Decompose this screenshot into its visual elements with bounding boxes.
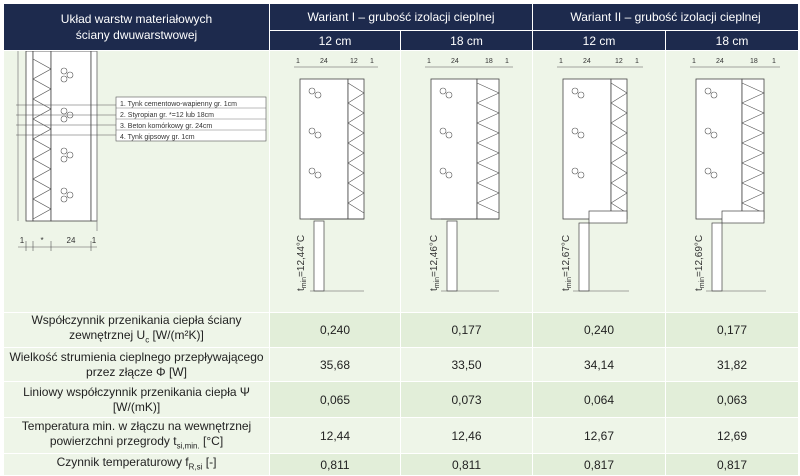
dimension-label: 1 bbox=[370, 58, 374, 65]
table-cell: 0,240 bbox=[532, 311, 667, 349]
variant2-header: Wariant II – grubość izolacji cieplnej bbox=[532, 3, 800, 31]
thickness-header: 12 cm bbox=[269, 30, 401, 51]
dimension-label: 18 bbox=[750, 58, 758, 65]
legend-item: 2. Styropian gr. *=12 lub 18cm bbox=[120, 112, 214, 119]
detail-drawing-cell: 1 24 12 1 tmin=12,44°C bbox=[269, 50, 401, 313]
row-label: Wielkość strumienia cieplnego przepływaj… bbox=[3, 347, 270, 383]
thickness-header: 18 cm bbox=[665, 30, 800, 51]
table-cell: 0,063 bbox=[665, 381, 800, 419]
table-cell: 0,177 bbox=[665, 311, 800, 349]
table-cell: 0,065 bbox=[269, 381, 401, 419]
layers-title-line1: Układ warstw materiałowych bbox=[60, 12, 213, 26]
dimension-label: 24 bbox=[716, 58, 724, 65]
table-row: Temperatura min. w złączu na wewnętrznej… bbox=[3, 417, 800, 455]
dimension-label: 1 bbox=[692, 58, 696, 65]
table-cell: 12,46 bbox=[399, 417, 534, 455]
dimension-label: 24 bbox=[320, 58, 328, 65]
min-temperature-label: tmin=12,46°C bbox=[429, 235, 441, 291]
dimension-label: 24 bbox=[583, 58, 591, 65]
thickness-header: 12 cm bbox=[532, 30, 667, 51]
row-label: Liniowy współczynnik przenikania ciepła … bbox=[3, 381, 270, 419]
row-label: Czynnik temperaturowy fR,si [-] bbox=[3, 453, 270, 476]
detail-drawing-3: 1 24 12 1 tmin=12,67°C bbox=[557, 58, 644, 292]
table-cell: 0,177 bbox=[399, 311, 534, 349]
table-cell: 0,817 bbox=[665, 453, 800, 476]
layers-drawing: 1. Tynk cementowo-wapienny gr. 1cm 2. St… bbox=[16, 50, 267, 251]
legend-item: 1. Tynk cementowo-wapienny gr. 1cm bbox=[120, 101, 237, 108]
row-label: Temperatura min. w złączu na wewnętrznej… bbox=[3, 417, 270, 455]
legend-item: 4. Tynk gipsowy gr. 1cm bbox=[120, 134, 195, 141]
table-row: Wielkość strumienia cieplnego przepływaj… bbox=[3, 347, 800, 383]
table-cell: 12,44 bbox=[269, 417, 401, 455]
min-temperature-label: tmin=12,67°C bbox=[561, 235, 573, 291]
dimension-label: * bbox=[40, 236, 43, 245]
table-cell: 0,811 bbox=[269, 453, 401, 476]
dimension-label: 24 bbox=[67, 236, 76, 245]
table-cell: 12,69 bbox=[665, 417, 800, 455]
table-row: Liniowy współczynnik przenikania ciepła … bbox=[3, 381, 800, 419]
comparison-table: Układ warstw materiałowych ściany dwuwar… bbox=[3, 3, 800, 476]
dimension-label: 1 bbox=[635, 58, 639, 65]
min-temperature-label: tmin=12,69°C bbox=[694, 235, 706, 291]
table-cell: 12,67 bbox=[532, 417, 667, 455]
dimension-label: 1 bbox=[427, 58, 431, 65]
table-row: Czynnik temperaturowy fR,si [-] 0,811 0,… bbox=[3, 453, 800, 476]
dimension-label: 12 bbox=[615, 58, 623, 65]
table-cell: 0,064 bbox=[532, 381, 667, 419]
table-cell: 34,14 bbox=[532, 347, 667, 383]
detail-drawing-cell: 1 24 12 1 tmin=12,67°C bbox=[532, 50, 667, 313]
table-cell: 35,68 bbox=[269, 347, 401, 383]
detail-drawing-1: 1 24 12 1 tmin=12,44°C bbox=[294, 58, 378, 292]
row-label: Współczynnik przenikania ciepła ściany z… bbox=[3, 311, 270, 349]
min-temperature-label: tmin=12,44°C bbox=[296, 235, 308, 291]
table-cell: 0,817 bbox=[532, 453, 667, 476]
dimension-label: 1 bbox=[20, 236, 25, 245]
table-cell: 0,073 bbox=[399, 381, 534, 419]
dimension-label: 1 bbox=[772, 58, 776, 65]
dimension-label: 12 bbox=[350, 58, 358, 65]
dimension-label: 18 bbox=[485, 58, 493, 65]
table-cell: 0,811 bbox=[399, 453, 534, 476]
table-row: Współczynnik przenikania ciepła ściany z… bbox=[3, 311, 800, 349]
dimension-label: 1 bbox=[296, 58, 300, 65]
thickness-header: 18 cm bbox=[399, 30, 534, 51]
layers-drawing-cell: 1. Tynk cementowo-wapienny gr. 1cm 2. St… bbox=[3, 50, 270, 313]
dimension-label: 24 bbox=[451, 58, 459, 65]
detail-drawing-2: 1 24 18 1 tmin=12,46°C bbox=[425, 58, 513, 292]
table-cell: 0,240 bbox=[269, 311, 401, 349]
detail-drawing-cell: 1 24 18 1 tmin=12,46°C bbox=[399, 50, 534, 313]
dimension-label: 1 bbox=[505, 58, 509, 65]
dimension-label: 1 bbox=[92, 236, 97, 245]
table-cell: 31,82 bbox=[665, 347, 800, 383]
table-cell: 33,50 bbox=[399, 347, 534, 383]
detail-drawing-cell: 1 24 18 1 tmin=12,69°C bbox=[665, 50, 800, 313]
detail-drawing-4: 1 24 18 1 tmin=12,69°C bbox=[690, 58, 781, 292]
dimension-label: 1 bbox=[559, 58, 563, 65]
layers-header: Układ warstw materiałowych ściany dwuwar… bbox=[3, 3, 270, 51]
legend-item: 3. Beton komórkowy gr. 24cm bbox=[120, 123, 212, 130]
variant1-header: Wariant I – grubość izolacji cieplnej bbox=[268, 3, 534, 31]
layers-title-line2: ściany dwuwarstwowej bbox=[75, 28, 198, 42]
